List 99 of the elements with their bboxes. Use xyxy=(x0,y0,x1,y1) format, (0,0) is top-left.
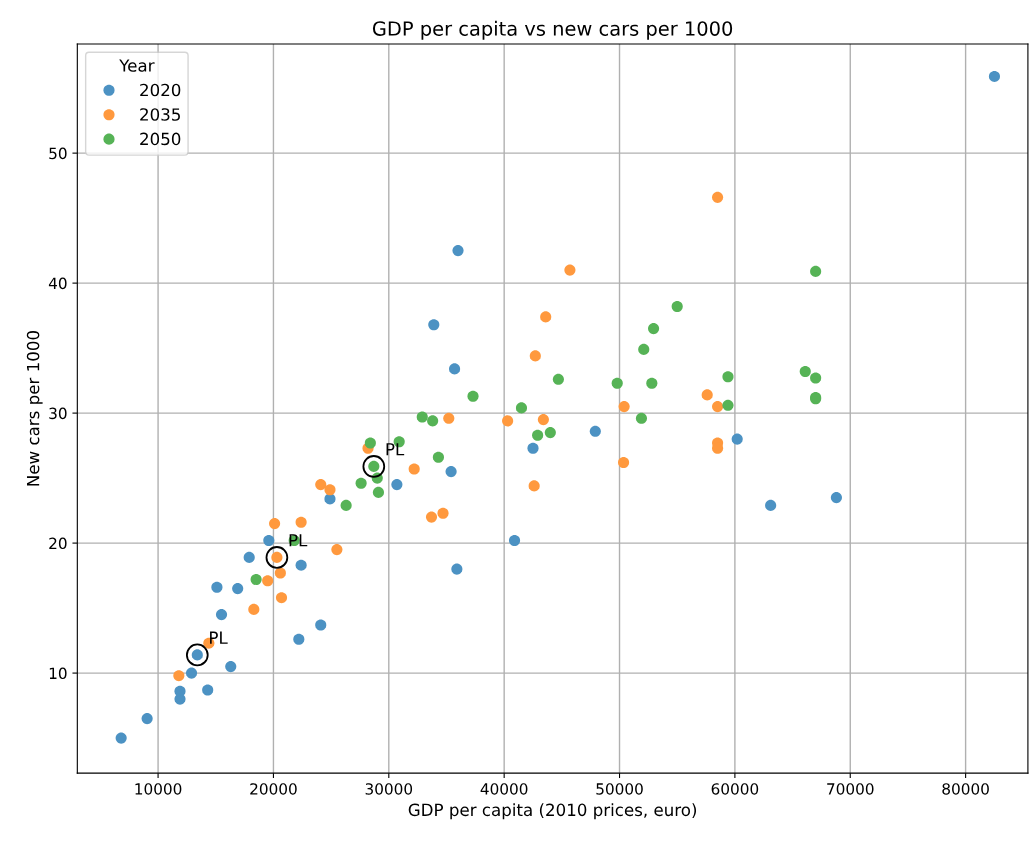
point xyxy=(293,633,305,645)
x-tick-label: 10000 xyxy=(135,783,182,795)
point xyxy=(274,567,286,579)
point xyxy=(250,573,262,586)
legend-title: Year xyxy=(119,59,155,72)
point xyxy=(648,323,660,335)
point xyxy=(225,661,237,673)
x-tick-label: 20000 xyxy=(250,783,297,795)
point xyxy=(544,427,556,439)
y-tick-label: 10 xyxy=(49,667,67,680)
point xyxy=(331,544,343,556)
point xyxy=(445,466,457,478)
point xyxy=(731,433,743,445)
point xyxy=(315,619,327,631)
point xyxy=(646,377,658,389)
point xyxy=(722,371,734,383)
y-tick-label: 20 xyxy=(49,537,67,550)
point xyxy=(467,390,479,402)
point xyxy=(502,415,514,427)
point xyxy=(391,479,403,491)
point xyxy=(295,559,307,571)
point xyxy=(508,534,521,547)
point xyxy=(527,442,539,454)
point xyxy=(324,484,336,496)
point xyxy=(540,311,552,323)
y-axis-title: New cars per 1000 xyxy=(26,331,43,486)
point xyxy=(141,713,153,725)
point xyxy=(712,191,724,203)
point xyxy=(437,507,449,519)
legend-label: 2050 xyxy=(140,132,181,146)
point xyxy=(722,399,734,411)
point xyxy=(799,365,811,378)
point xyxy=(263,534,275,547)
point xyxy=(635,412,647,424)
point xyxy=(416,411,428,423)
point xyxy=(810,372,822,384)
point xyxy=(451,563,463,575)
point xyxy=(427,415,439,427)
point xyxy=(701,389,713,401)
point xyxy=(275,592,288,604)
point xyxy=(202,684,214,696)
point xyxy=(432,451,444,463)
point xyxy=(452,245,464,257)
y-tick-label: 40 xyxy=(48,277,67,290)
point xyxy=(443,412,455,424)
legend-label: 2020 xyxy=(140,83,181,97)
x-tick-label: 40000 xyxy=(480,783,528,795)
point xyxy=(340,499,352,511)
point xyxy=(173,670,185,682)
point xyxy=(248,603,260,615)
chart-title: GDP per capita vs new cars per 1000 xyxy=(372,20,733,40)
x-tick-label: 30000 xyxy=(365,783,413,795)
point xyxy=(243,551,255,563)
point xyxy=(449,363,461,375)
point xyxy=(618,456,630,469)
point xyxy=(262,575,274,587)
y-tick-label: 30 xyxy=(49,407,67,420)
point xyxy=(115,732,127,744)
point xyxy=(515,402,528,414)
point xyxy=(589,425,601,437)
x-axis-title: GDP per capita (2010 prices, euro) xyxy=(408,803,697,820)
annotation: PL xyxy=(210,631,228,644)
point xyxy=(211,581,223,593)
point xyxy=(537,414,549,426)
annotation: PL xyxy=(289,534,308,547)
point xyxy=(232,583,244,595)
point xyxy=(528,480,540,492)
point xyxy=(425,511,438,523)
point xyxy=(712,401,724,413)
x-tick-label: 70000 xyxy=(827,783,874,795)
point xyxy=(408,463,420,475)
point xyxy=(532,429,544,441)
point xyxy=(315,479,327,491)
y-tick-label: 50 xyxy=(49,147,67,160)
point xyxy=(564,264,576,276)
point xyxy=(185,667,198,679)
point xyxy=(269,518,281,530)
point xyxy=(611,377,623,389)
point xyxy=(372,486,384,498)
point xyxy=(552,373,564,385)
point xyxy=(810,265,822,277)
x-tick-label: 60000 xyxy=(711,783,759,795)
point xyxy=(671,300,683,313)
point xyxy=(529,350,541,362)
point xyxy=(428,319,440,331)
point xyxy=(364,437,376,449)
legend-label: 2035 xyxy=(140,108,180,121)
point xyxy=(618,401,630,413)
point xyxy=(638,343,650,355)
x-tick-label: 50000 xyxy=(596,783,643,795)
point xyxy=(988,70,1001,82)
point xyxy=(830,492,842,504)
x-tick-label: 80000 xyxy=(942,783,989,795)
point xyxy=(174,685,186,697)
annotation: PL xyxy=(386,443,405,456)
point xyxy=(215,609,228,621)
point xyxy=(295,516,307,528)
point xyxy=(765,499,777,511)
point xyxy=(355,477,367,489)
